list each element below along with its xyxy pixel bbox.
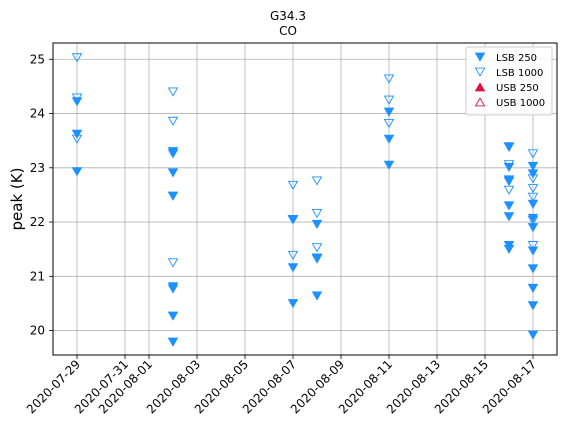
- legend: LSB 250 LSB 1000 USB 250 USB 1000: [465, 46, 553, 116]
- data-point: [287, 215, 299, 225]
- data-point: [167, 311, 179, 321]
- data-point: [167, 149, 179, 159]
- data-point: [527, 264, 539, 274]
- data-point: [167, 337, 179, 347]
- data-point: [527, 192, 539, 202]
- data-point: [503, 160, 515, 170]
- data-point: [383, 118, 395, 129]
- data-point: [71, 167, 83, 177]
- data-point: [503, 244, 515, 254]
- data-point: [503, 177, 515, 187]
- y-tick-label: 22: [30, 215, 45, 229]
- legend-label: USB 250: [496, 83, 539, 94]
- data-point: [287, 250, 299, 260]
- data-point: [287, 263, 299, 273]
- y-tick-label: 20: [30, 324, 45, 338]
- data-point: [167, 191, 179, 201]
- data-point: [311, 291, 323, 301]
- data-point: [71, 129, 83, 139]
- data-point: [311, 209, 323, 219]
- data-point: [311, 254, 323, 264]
- data-point: [527, 161, 539, 171]
- data-point: [167, 116, 179, 126]
- chart-subtitle: CO: [279, 24, 297, 38]
- series-lsb-1000: [71, 53, 539, 268]
- data-point: [383, 95, 395, 105]
- data-point: [527, 216, 539, 226]
- axes-frame: [52, 42, 558, 356]
- data-point: [383, 134, 395, 144]
- y-tick-label: 24: [30, 107, 45, 121]
- data-point: [527, 283, 539, 294]
- data-point: [167, 258, 179, 268]
- data-point: [311, 176, 323, 186]
- data-point: [311, 219, 323, 230]
- data-point: [527, 149, 539, 159]
- legend-marker: [474, 52, 486, 62]
- data-point: [527, 184, 539, 194]
- data-point: [167, 284, 179, 294]
- data-point: [527, 169, 539, 179]
- data-point: [71, 93, 83, 103]
- data-point: [311, 243, 323, 253]
- data-point: [383, 74, 395, 84]
- y-tick-label: 21: [30, 269, 45, 283]
- legend-label: USB 1000: [496, 98, 545, 109]
- data-point: [383, 160, 395, 170]
- data-point: [503, 185, 515, 195]
- y-tick-label: 25: [30, 52, 45, 66]
- data-point: [527, 241, 539, 251]
- legend-label: LSB 250: [496, 53, 537, 64]
- data-point: [503, 212, 515, 222]
- data-point: [167, 168, 179, 178]
- series-lsb-250: [71, 97, 539, 347]
- y-axis-label: peak (K): [8, 168, 26, 231]
- legend-marker: [474, 97, 486, 107]
- data-point: [71, 53, 83, 63]
- legend-marker: [474, 67, 486, 77]
- legend-label: LSB 1000: [496, 68, 543, 79]
- data-point: [287, 180, 299, 190]
- data-point: [167, 87, 179, 97]
- data-point: [383, 107, 395, 117]
- legend-box: [465, 46, 553, 116]
- data-point: [527, 301, 539, 311]
- data-point: [503, 201, 515, 211]
- data-point: [527, 174, 539, 184]
- data-point: [527, 246, 539, 256]
- y-tick-label: 23: [30, 161, 45, 175]
- legend-marker: [474, 82, 486, 92]
- data-point: [503, 142, 515, 152]
- chart-title: G34.3: [269, 9, 307, 23]
- data-point: [287, 299, 299, 309]
- data-point: [527, 330, 539, 340]
- data-point: [71, 134, 83, 144]
